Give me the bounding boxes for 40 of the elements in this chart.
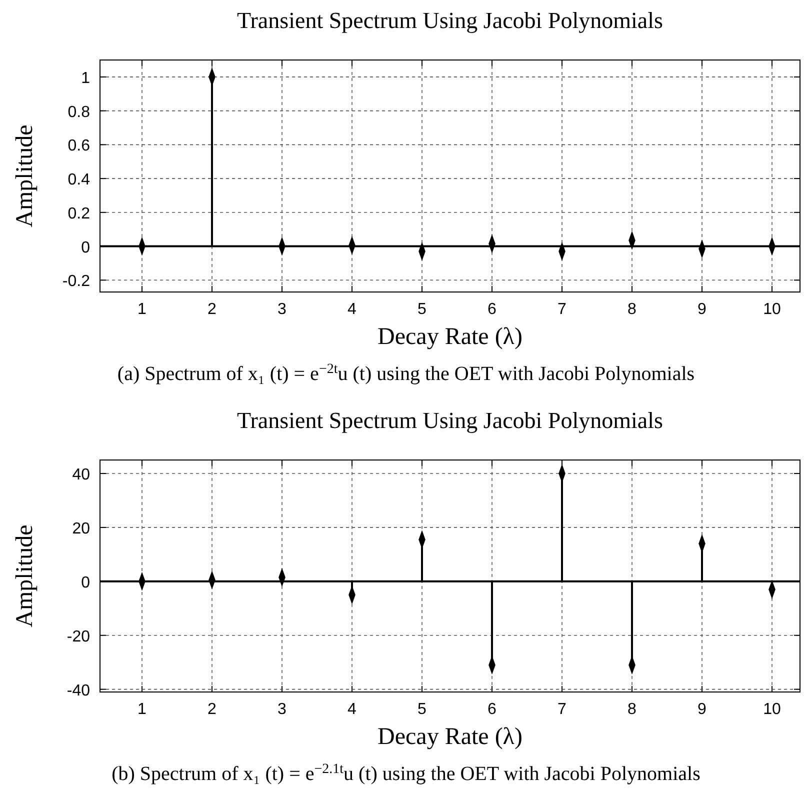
x-tick-label: 6 <box>488 301 497 318</box>
y-axis-title: Amplitude <box>12 524 38 628</box>
chart-title: Transient Spectrum Using Jacobi Polynomials <box>237 408 664 433</box>
x-tick-label: 3 <box>278 301 287 318</box>
x-tick-label: 8 <box>628 701 637 718</box>
y-tick-label: 0.6 <box>68 138 90 155</box>
x-tick-label: 5 <box>418 701 427 718</box>
chart-title: Transient Spectrum Using Jacobi Polynomials <box>237 8 664 33</box>
x-tick-label: 8 <box>628 301 637 318</box>
y-tick-label: 20 <box>72 520 90 538</box>
x-tick-label: 10 <box>763 301 781 318</box>
y-tick-label: 40 <box>72 466 90 484</box>
x-tick-label: 9 <box>698 701 707 718</box>
x-tick-label: 5 <box>418 301 427 318</box>
x-tick-label: 4 <box>348 701 357 718</box>
y-tick-label: 0 <box>81 574 90 592</box>
x-tick-label: 6 <box>488 701 497 718</box>
y-tick-label: 1 <box>81 70 90 87</box>
x-axis-title: Decay Rate (λ) <box>378 324 522 350</box>
y-tick-label: 0.2 <box>68 205 90 222</box>
x-tick-label: 7 <box>558 701 567 718</box>
y-tick-label: 0 <box>81 239 90 256</box>
x-tick-label: 3 <box>278 701 287 718</box>
y-tick-label: -0.2 <box>62 273 90 290</box>
x-tick-label: 2 <box>208 301 217 318</box>
x-tick-label: 4 <box>348 301 357 318</box>
y-tick-label: -40 <box>66 682 90 700</box>
y-axis-title: Amplitude <box>12 124 38 228</box>
x-tick-label: 1 <box>138 701 147 718</box>
x-axis-title: Decay Rate (λ) <box>378 724 522 750</box>
text: (a) Spectrum of x₁ (t) = e$^{−2t}$u (t) using the OET with Jacobi Polynomials <box>117 362 695 385</box>
x-tick-label: 10 <box>763 701 781 718</box>
x-tick-label: 1 <box>138 301 147 318</box>
y-tick-label: 0.8 <box>68 104 90 121</box>
text: (b) Spectrum of x₁ (t) = e$^{−2.1t}$u (t) using the OET with Jacobi Polynomials <box>112 762 701 785</box>
y-tick-label: -20 <box>66 628 90 646</box>
x-tick-label: 9 <box>698 301 707 318</box>
y-tick-label: 0.4 <box>68 172 90 189</box>
x-tick-label: 2 <box>208 701 217 718</box>
x-tick-label: 7 <box>558 301 567 318</box>
